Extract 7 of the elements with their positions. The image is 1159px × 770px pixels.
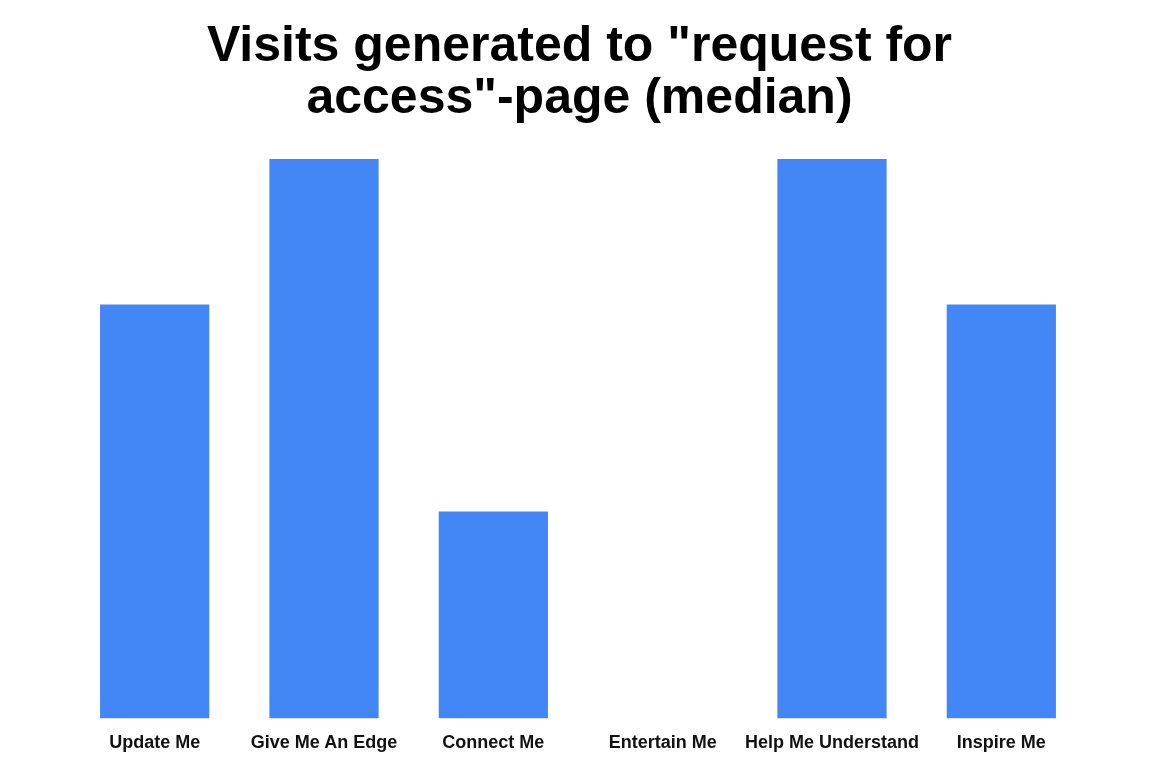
x-tick-label: Entertain Me: [608, 732, 717, 753]
chart-title: Visits generated to "request for access"-page (median): [205, 16, 954, 126]
x-tick-label: Inspire Me: [956, 732, 1046, 753]
x-tick-label: Update Me: [109, 732, 201, 753]
x-tick-label: Connect Me: [442, 732, 545, 753]
x-tick-label: Give Me An Edge: [250, 732, 398, 753]
x-tick-label: Help Me Understand: [744, 732, 920, 753]
